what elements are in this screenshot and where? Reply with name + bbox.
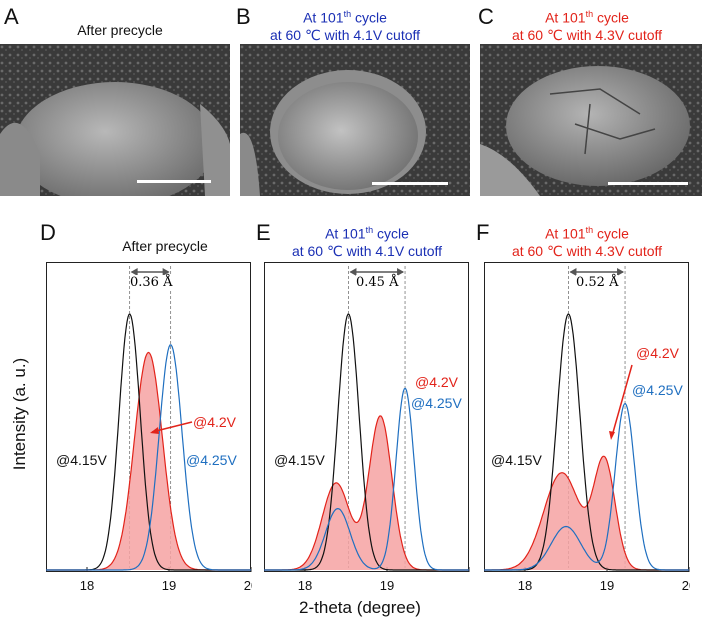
panel-f-title-prefix: At 101 — [545, 225, 586, 242]
x-tick-label-f-0: 18 — [518, 578, 532, 593]
panel-e-title-prefix: At 101 — [325, 225, 366, 242]
x-tick-label-e-1: 19 — [380, 578, 394, 593]
panel-e-title-suffix: cycle — [373, 225, 409, 242]
sem-particle-b — [240, 44, 470, 196]
x-axis-label: 2-theta (degree) — [299, 598, 421, 617]
panel-d-title: After precycle — [122, 238, 208, 254]
panel-c-subtitle: at 60 ℃ with 4.3V cutoff — [511, 26, 663, 43]
x-tick-label-f-2: 20 — [682, 578, 690, 593]
panel-b-title-suffix: cycle — [351, 9, 387, 26]
panel-c-title-suffix: cycle — [593, 9, 629, 26]
panel-letter-c: C — [478, 4, 494, 29]
x-tick-label-d-1: 19 — [162, 578, 176, 593]
panel-c-title-prefix: At 101 — [545, 9, 586, 26]
series-fill-e-42v — [264, 416, 469, 570]
sem-particle-a — [0, 44, 230, 196]
panel-a-title: After precycle — [77, 22, 163, 38]
series-line-e-425v — [264, 387, 469, 571]
series-fill-d-42v — [46, 352, 251, 570]
panel-e-subtitle: at 60 ℃ with 4.1V cutoff — [291, 242, 443, 259]
series-line-d-425v — [46, 344, 251, 571]
plot-frame-f — [484, 262, 689, 572]
panel-c-title-sup: th — [585, 9, 594, 19]
xrd-chart-d: 18 19 20 — [46, 262, 252, 593]
label-425-d: @4.25V — [186, 452, 237, 468]
panel-e-title-sup: th — [365, 225, 374, 235]
plot-frame-e — [264, 262, 469, 572]
label-42-f: @4.2V — [636, 345, 680, 361]
panel-b-title-sup: th — [343, 9, 352, 19]
panel-b-subtitle: at 60 ℃ with 4.1V cutoff — [269, 26, 421, 43]
x-tick-label-d-2: 20 — [244, 578, 252, 593]
y-axis-label: Intensity (a. u.) — [10, 357, 29, 471]
xrd-chart-f: 18 19 20 — [484, 262, 690, 593]
panel-f-subtitle: at 60 ℃ with 4.3V cutoff — [511, 242, 663, 259]
panel-c-title: At 101th cycle at 60 ℃ with 4.3V cutoff — [482, 6, 692, 44]
panel-letter-f: F — [476, 220, 490, 245]
label-42-e: @4.2V — [415, 374, 459, 390]
xrd-chart-e: 18 19 — [264, 262, 470, 593]
series-fill-f-42v — [484, 456, 689, 570]
sem-image-a — [0, 44, 230, 196]
label-415-e: @4.15V — [274, 452, 325, 468]
plot-frame-d — [46, 262, 251, 572]
label-415-f: @4.15V — [491, 452, 542, 468]
panel-f-title-suffix: cycle — [593, 225, 629, 242]
panel-b-title-prefix: At 101 — [303, 9, 344, 26]
pointer-arrow-f — [611, 364, 633, 437]
panel-b-title: At 101th cycle at 60 ℃ with 4.1V cutoff — [240, 6, 450, 44]
sem-image-b — [240, 44, 470, 196]
series-line-f-425v — [484, 403, 689, 571]
pointer-arrow-d — [151, 421, 193, 433]
shift-label-f: 0.52 Å — [576, 275, 619, 290]
label-415-d: @4.15V — [56, 452, 107, 468]
label-425-f: @4.25V — [632, 382, 683, 398]
panel-f-title: At 101th cycle at 60 ℃ with 4.3V cutoff — [482, 222, 692, 260]
sem-image-c — [480, 44, 702, 196]
x-tick-label-f-1: 19 — [600, 578, 614, 593]
x-tick-label-d-0: 18 — [80, 578, 94, 593]
shift-label-e: 0.45 Å — [356, 275, 399, 290]
pointer-arrowhead-d — [150, 427, 159, 434]
sem-particle-c — [480, 44, 702, 196]
label-42-d: @4.2V — [193, 414, 237, 430]
panel-e-title: At 101th cycle at 60 ℃ with 4.1V cutoff — [262, 222, 472, 260]
x-tick-label-e-0: 18 — [298, 578, 312, 593]
panel-letter-d: D — [40, 220, 56, 245]
panel-letter-a: A — [4, 4, 19, 29]
pointer-arrowhead-f — [609, 431, 615, 440]
panel-letter-e: E — [256, 220, 271, 245]
label-425-e: @4.25V — [411, 395, 462, 411]
panel-letter-b: B — [236, 4, 251, 29]
shift-label-d: 0.36 Å — [130, 275, 173, 290]
panel-f-title-sup: th — [585, 225, 594, 235]
